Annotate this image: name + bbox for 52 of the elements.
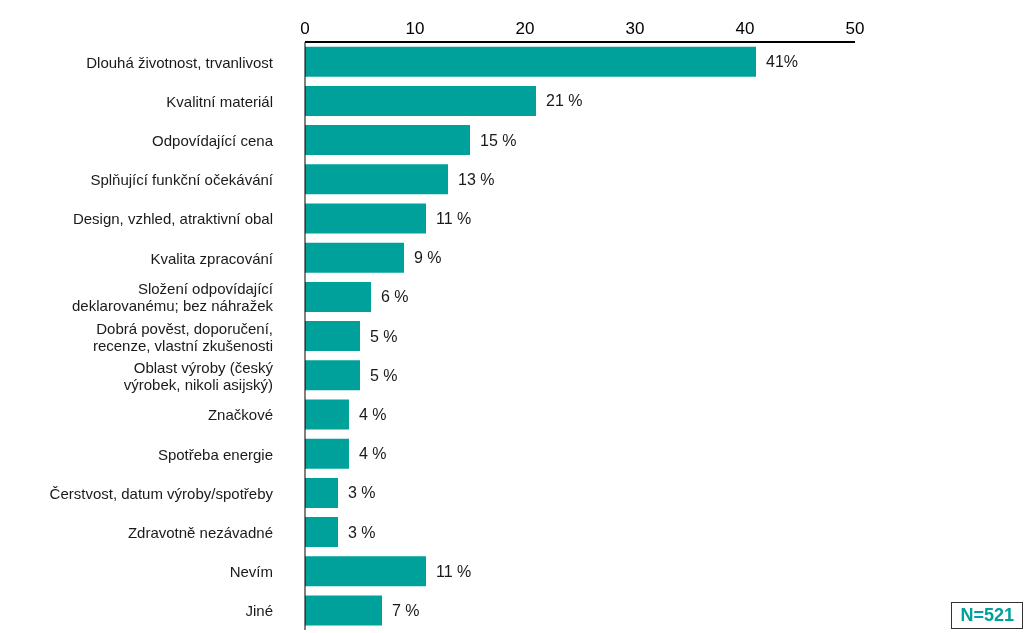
bar [305, 360, 360, 391]
x-tick-label: 20 [515, 19, 535, 38]
y-tick-label: Složení odpovídající deklarovanému; bez náhražek [72, 279, 274, 314]
bar [305, 46, 756, 77]
y-tick-label: Kvalitní materiál [166, 92, 273, 110]
bar [305, 595, 382, 626]
y-tick-label: Oblast výroby (český výrobek, nikoli asijský) [123, 358, 274, 393]
bar [305, 321, 360, 352]
bar [305, 556, 426, 587]
data-label: 4 % [359, 445, 387, 463]
x-tick-label: 50 [845, 19, 865, 38]
y-tick-label: Odpovídající cena [152, 131, 274, 149]
bar [305, 85, 536, 116]
data-label: 13 % [458, 170, 495, 188]
data-label: 6 % [381, 288, 409, 306]
x-tick-label: 0 [300, 19, 310, 38]
data-label: 11 % [436, 562, 472, 580]
y-tick-label: Kvalita zpracování [150, 249, 274, 267]
y-tick-label: Jiné [245, 601, 273, 619]
x-tick-label: 40 [735, 19, 755, 38]
x-tick-label: 30 [625, 19, 645, 38]
data-label: 3 % [348, 523, 376, 541]
data-label: 7 % [392, 602, 420, 619]
bar [305, 438, 349, 469]
y-tick-label: Zdravotně nezávadné [127, 523, 273, 541]
y-tick-label: Design, vzhled, atraktivní obal [72, 209, 273, 227]
bar [305, 203, 426, 234]
bar [305, 164, 448, 195]
y-tick-label: Dlouhá životnost, trvanlivost [86, 53, 274, 71]
bar [305, 477, 338, 508]
y-tick-label: Značkové [207, 405, 273, 423]
text: N=521 [951, 602, 1023, 629]
bar [305, 125, 470, 156]
bar [305, 242, 404, 273]
data-label: 21 % [546, 92, 583, 110]
data-label: 5 % [370, 366, 398, 384]
x-tick-label: 10 [405, 19, 425, 38]
y-tick-label: Spotřeba energie [157, 445, 273, 463]
y-tick-label: Splňující funkční očekávání [90, 170, 274, 188]
bar [305, 517, 338, 548]
data-label: 3 % [348, 484, 376, 502]
y-tick-label: Čerstvost, datum výroby/spotřeby [49, 484, 274, 502]
y-tick-label: Dobrá pověst, doporučení, recenze, vlastní zkušenosti [92, 319, 273, 353]
data-label: 15 % [480, 131, 517, 149]
data-label: 4 % [359, 406, 387, 423]
data-label: 11 % [436, 210, 472, 227]
data-label: 9 % [414, 249, 442, 267]
y-tick-label: Nevím [229, 562, 273, 580]
bar [305, 399, 349, 430]
data-label: 5 % [370, 327, 398, 345]
data-label: 41% [766, 53, 799, 71]
bar [305, 281, 371, 312]
